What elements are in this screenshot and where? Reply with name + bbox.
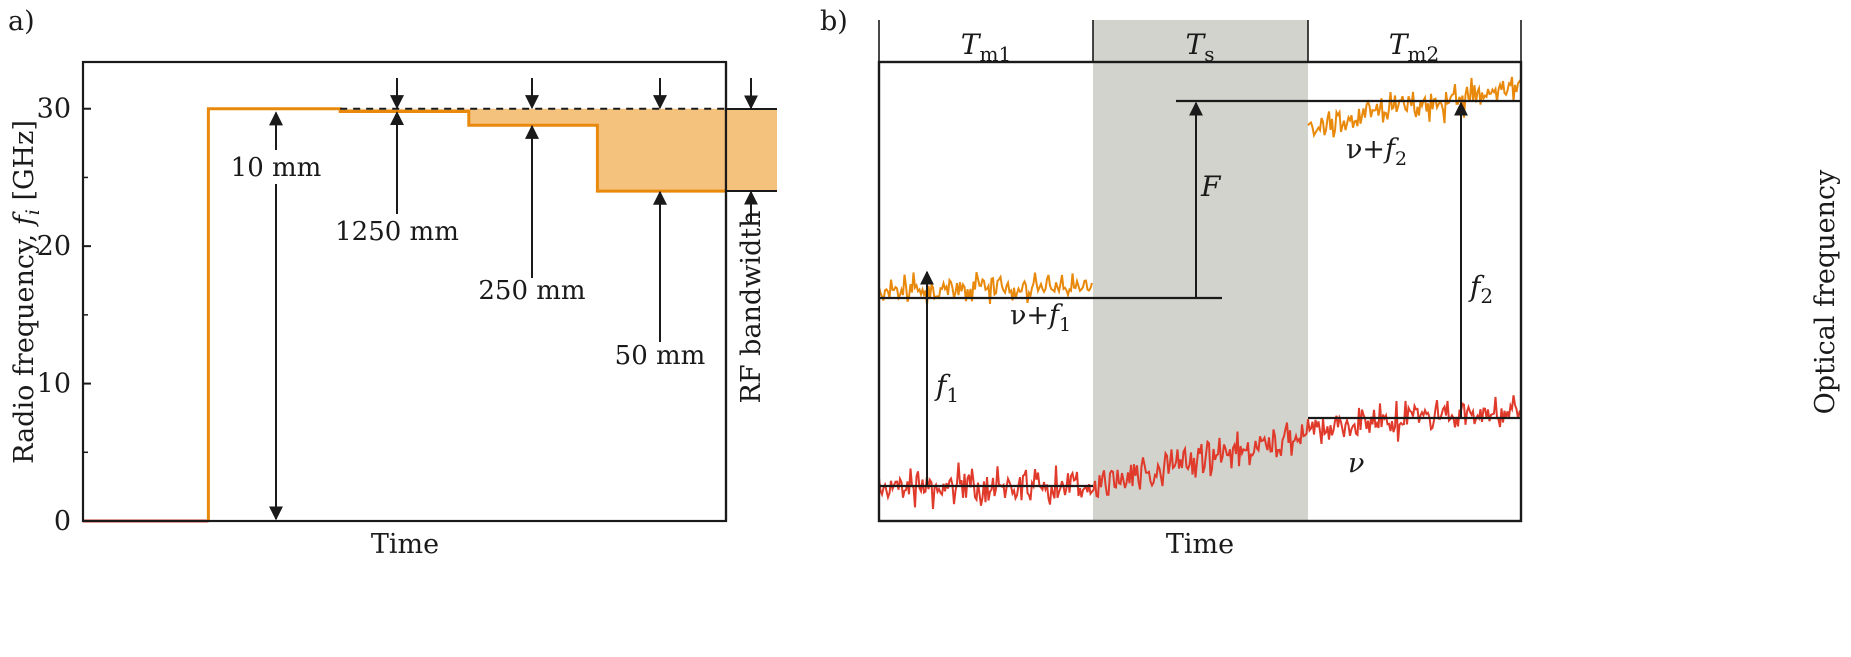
interval-label-ts: Ts — [1186, 28, 1215, 66]
y-tick-label: 10 — [37, 369, 71, 400]
y-tick-label: 30 — [37, 94, 71, 125]
panel-a-label: a) — [8, 6, 35, 37]
annotation-f2: f2 — [1468, 270, 1493, 308]
annotation-f1: f1 — [934, 369, 959, 407]
panel-a: a) 0 10 20 30 Time Radio frequency, fi [GHz… — [8, 6, 777, 560]
y-axis-label-b: Optical frequency — [1810, 169, 1841, 414]
annotation-F: F — [1200, 170, 1222, 203]
rf-band-fill — [726, 109, 777, 191]
annotation-50mm: 50 mm — [615, 341, 706, 371]
series-line-nu — [878, 395, 1522, 510]
annotation-10mm-bg — [234, 150, 318, 184]
rf-bandwidth-label: RF bandwidth — [736, 211, 767, 404]
x-axis-label-b: Time — [1166, 529, 1234, 560]
series-line-nu-plus-f2 — [1307, 76, 1522, 139]
span-annotations: 10 mm 1250 mm 250 mm 50 mm — [231, 78, 758, 521]
annotation-250mm: 250 mm — [478, 276, 585, 306]
interval-label-tm2: Tm2 — [1389, 28, 1439, 66]
series-label-nu-plus-f1: ν+f1 — [1010, 300, 1071, 336]
y-axis-label: Radio frequency, fi [GHz] — [9, 120, 44, 464]
y-tick-label: 0 — [54, 506, 71, 537]
annotation-10mm: 10 mm — [231, 153, 322, 183]
y-tick-label: 20 — [37, 231, 71, 262]
panel-b: b) Tm1 Ts Tm2 f1 F f2 ν+f1 ν+f2 ν Time O… — [820, 6, 1841, 560]
panel-b-frame — [877, 60, 1523, 523]
annotation-1250mm: 1250 mm — [335, 217, 459, 247]
series-label-nu: ν — [1348, 448, 1364, 479]
bandwidth-loss-area — [340, 108, 726, 192]
panel-b-label: b) — [820, 6, 848, 37]
series-label-nu-plus-f2: ν+f2 — [1346, 134, 1407, 170]
interval-label-tm1: Tm1 — [961, 28, 1011, 66]
x-axis-label: Time — [371, 529, 439, 560]
y-axis-ticks: 0 10 20 30 — [37, 94, 91, 537]
series-line-nu-plus-f1 — [878, 271, 1093, 306]
series-line-orange — [206, 107, 726, 521]
